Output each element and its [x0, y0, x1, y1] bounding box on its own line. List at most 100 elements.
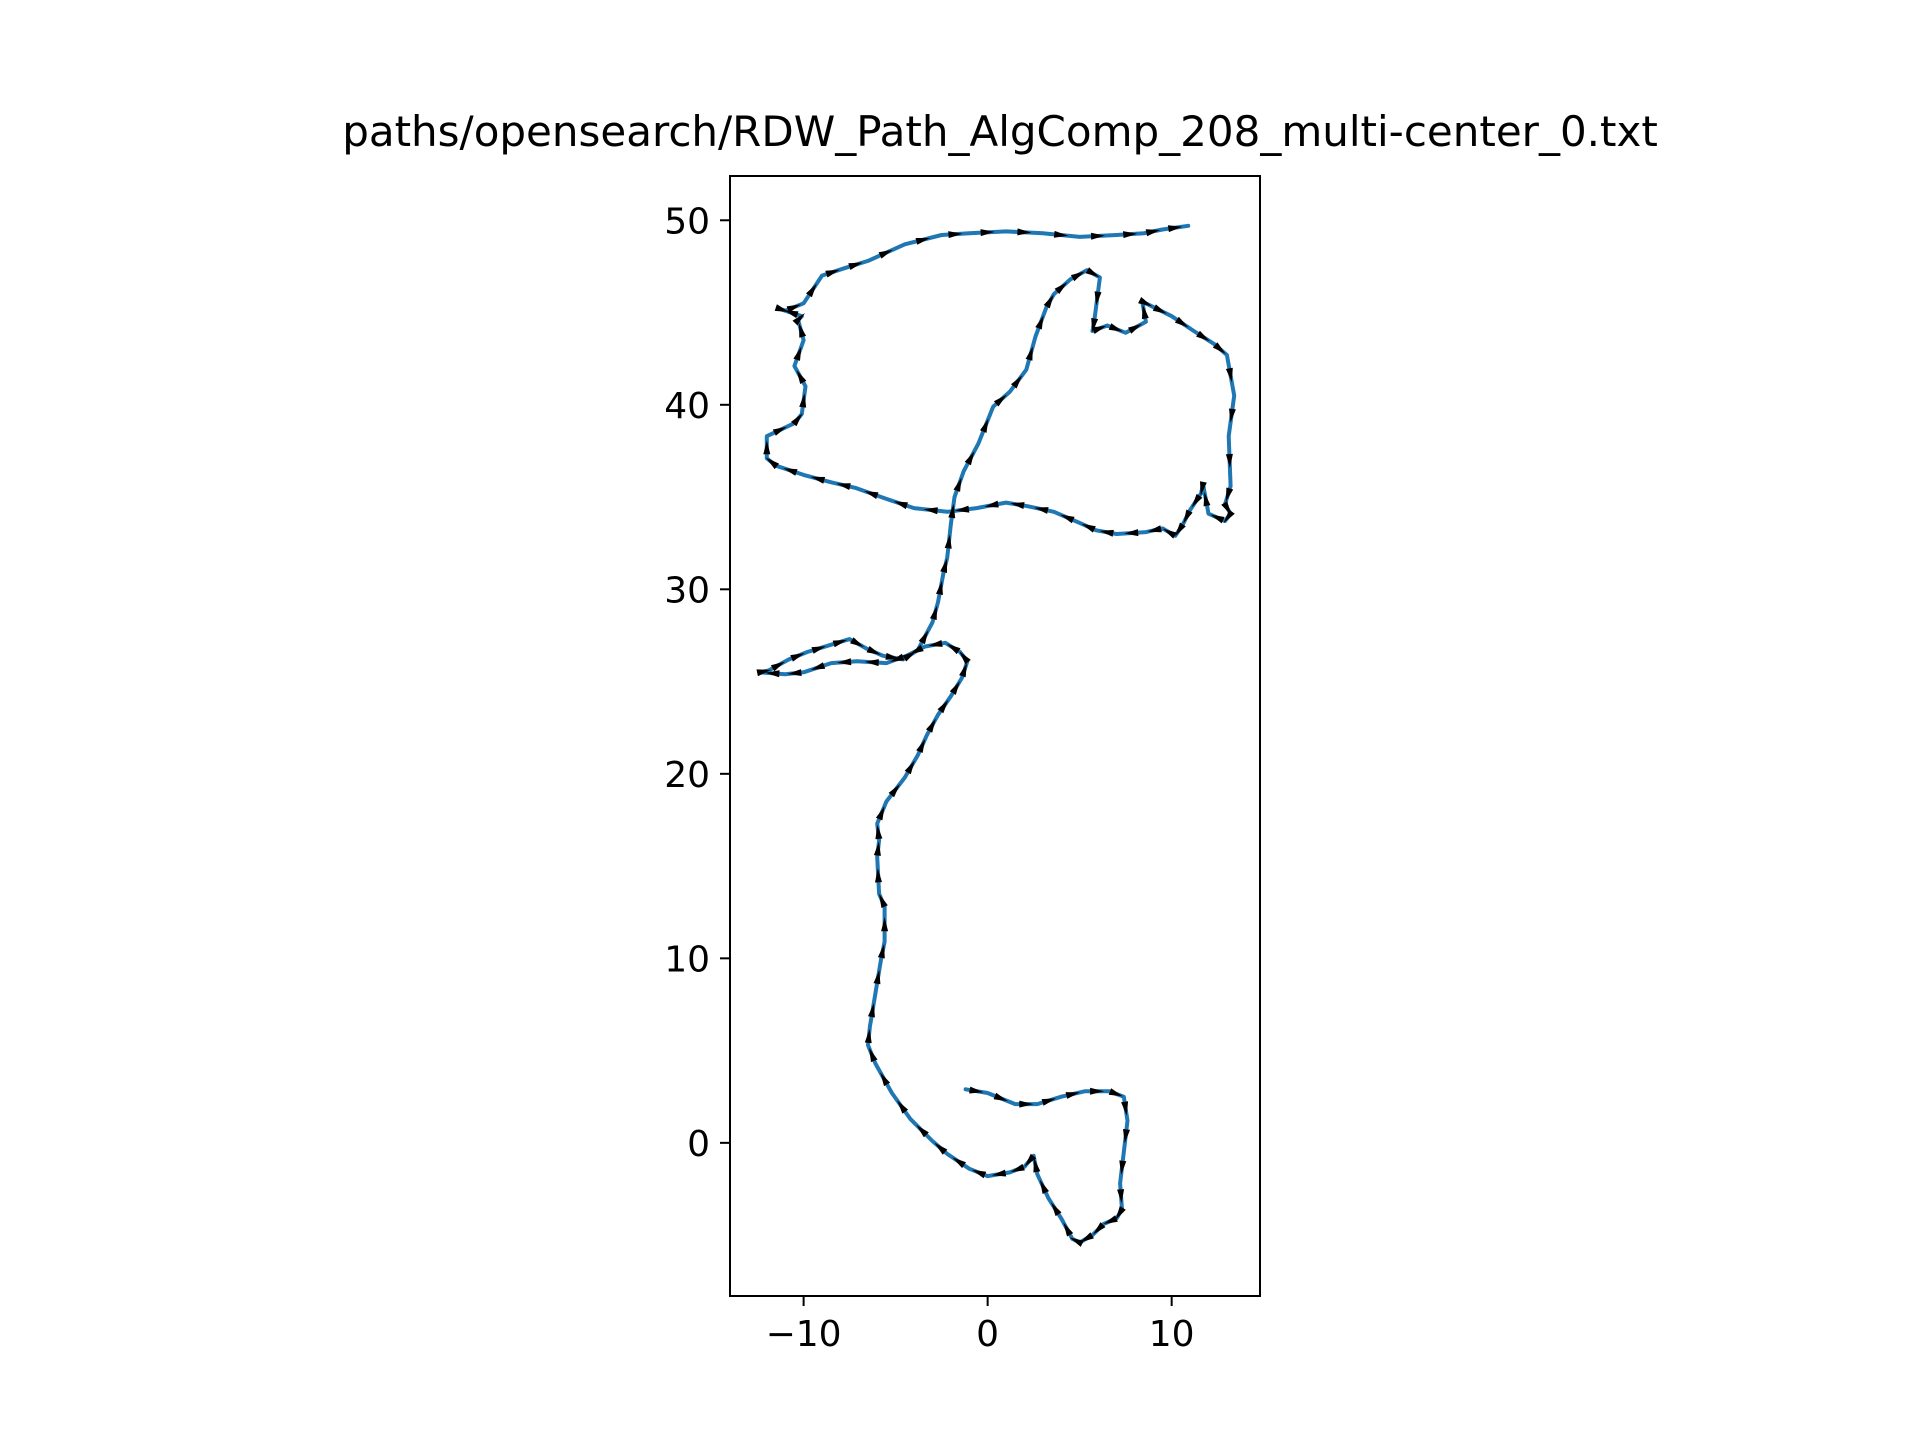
direction-arrow [1141, 304, 1149, 320]
direction-arrow [948, 231, 963, 239]
direction-arrow [1124, 529, 1139, 537]
plot-area [756, 223, 1237, 1247]
direction-arrow [1094, 291, 1102, 306]
direction-arrow [810, 662, 826, 670]
direction-arrow [848, 262, 863, 270]
direction-arrow [864, 491, 879, 499]
direction-arrow [1117, 1189, 1125, 1204]
direction-arrow [1054, 282, 1068, 294]
direction-arrow [1200, 481, 1207, 496]
direction-arrow [763, 440, 771, 455]
direction-arrow [850, 637, 864, 648]
x-tick-label: 10 [1149, 1314, 1195, 1355]
direction-arrow [1174, 316, 1189, 328]
direction-arrow [888, 784, 900, 798]
direction-arrow [877, 944, 885, 959]
direction-arrow [1025, 346, 1033, 361]
y-tick-label: 20 [664, 755, 710, 796]
direction-arrow [934, 1142, 948, 1155]
direction-arrow [1085, 267, 1100, 278]
direction-arrow [811, 646, 826, 654]
direction-arrow [868, 1003, 875, 1018]
direction-arrow [980, 229, 995, 237]
direction-arrow [1024, 1153, 1037, 1167]
direction-arrow [1035, 315, 1044, 330]
direction-arrow [1108, 1088, 1123, 1097]
direction-arrow [930, 605, 937, 620]
direction-arrow [1053, 230, 1069, 238]
direction-arrow [864, 659, 879, 667]
direction-arrow [971, 1169, 987, 1179]
direction-arrow [869, 1047, 878, 1063]
direction-arrow [984, 500, 999, 508]
direction-arrow [916, 1125, 929, 1138]
direction-arrow [916, 738, 926, 753]
y-tick-label: 30 [664, 570, 710, 611]
direction-arrow [1128, 323, 1142, 334]
direction-arrow [1034, 507, 1049, 514]
direction-arrow [875, 825, 883, 840]
direction-arrow [944, 534, 952, 549]
direction-arrow [1123, 231, 1138, 239]
direction-arrow [904, 760, 915, 775]
direction-arrow [774, 304, 790, 312]
direction-arrow [1121, 1101, 1129, 1116]
direction-arrow [837, 658, 852, 666]
direction-arrow [1039, 1179, 1049, 1194]
direction-arrow [1162, 528, 1177, 539]
direction-arrow [1069, 1237, 1084, 1247]
direction-arrow [765, 670, 780, 678]
direction-arrow [770, 661, 785, 672]
direction-arrow [1147, 525, 1162, 533]
direction-arrow [786, 304, 801, 313]
direction-arrow [787, 669, 802, 676]
direction-arrow [926, 718, 936, 733]
direction-arrow [810, 476, 826, 484]
direction-arrow [1099, 529, 1114, 537]
direction-arrow [940, 558, 947, 573]
axes-frame [729, 175, 1261, 1297]
direction-arrow [1191, 493, 1203, 508]
direction-arrow [783, 468, 798, 476]
direction-arrow [832, 639, 848, 648]
direction-arrow [959, 651, 971, 665]
direction-arrow [893, 501, 908, 510]
direction-arrow [1119, 1160, 1127, 1175]
direction-arrow [1092, 325, 1107, 334]
direction-arrow [1011, 375, 1023, 389]
direction-arrow [1081, 523, 1096, 533]
direction-arrow [806, 283, 817, 298]
direction-arrow [1175, 522, 1186, 537]
x-tick-label: −10 [766, 1314, 842, 1355]
direction-arrow [1070, 271, 1085, 282]
direction-arrow [873, 841, 881, 856]
direction-arrow [875, 806, 885, 821]
direction-arrow [993, 1092, 1008, 1102]
direction-arrow [918, 630, 929, 645]
direction-arrow [1010, 502, 1025, 509]
direction-arrow [792, 313, 805, 326]
direction-arrow [1123, 1129, 1130, 1144]
direction-arrow [1196, 330, 1210, 342]
direction-arrow [1051, 1202, 1062, 1217]
direction-arrow [825, 269, 840, 278]
direction-arrow [1019, 1100, 1034, 1108]
y-tick-label: 10 [664, 939, 710, 980]
direction-arrow [878, 249, 893, 259]
direction-arrow [952, 1157, 966, 1169]
direction-arrow [1183, 509, 1193, 524]
direction-arrow [953, 477, 962, 492]
direction-arrow [765, 457, 780, 470]
direction-arrow [881, 917, 889, 932]
direction-arrow [923, 507, 938, 515]
direction-arrow [796, 370, 807, 384]
axis-ticks: −10 0 10 0 10 20 30 40 50 [664, 201, 1194, 1355]
direction-arrow [1017, 228, 1032, 236]
direction-arrow [1041, 1098, 1056, 1106]
direction-arrow [1033, 1158, 1041, 1173]
direction-arrow [954, 505, 970, 513]
direction-arrow [1090, 1087, 1105, 1095]
direction-arrow [909, 644, 924, 655]
direction-arrow [1093, 1222, 1106, 1235]
